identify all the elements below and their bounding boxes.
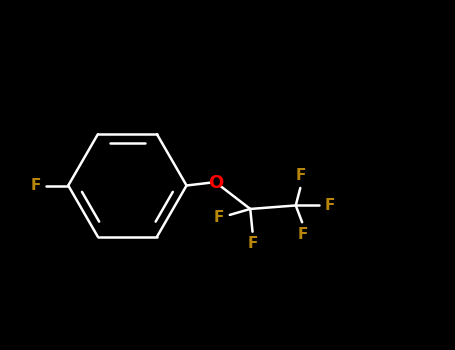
Text: F: F xyxy=(30,178,41,193)
Text: F: F xyxy=(296,168,306,183)
Text: F: F xyxy=(324,198,335,213)
Text: F: F xyxy=(248,236,258,251)
Text: O: O xyxy=(208,174,224,192)
Text: F: F xyxy=(214,210,224,225)
Text: F: F xyxy=(298,227,308,242)
